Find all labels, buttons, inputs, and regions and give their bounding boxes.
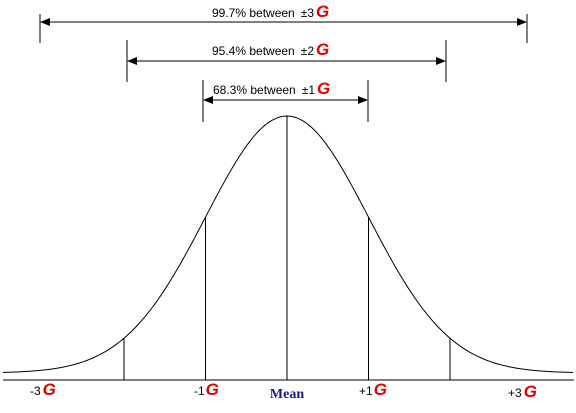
sigma-symbol: G: [524, 382, 537, 401]
mean-label: Mean: [270, 387, 304, 402]
tick-plus-3-sigma: +3 G: [508, 382, 537, 401]
range-2-sigma: 95.4% between ±2 G: [126, 40, 447, 82]
sigma-symbol: G: [206, 380, 219, 399]
range-1-sigma: 68.3% between ±1 G: [202, 79, 369, 122]
sigma-symbol: G: [43, 380, 56, 399]
tick-plus-1-sigma: +1G: [359, 380, 387, 399]
range-3-label: 99.7% between ±3 G: [212, 2, 329, 21]
range-2-label: 95.4% between ±2 G: [212, 40, 329, 59]
tick-minus-1-sigma: -1G: [194, 380, 219, 399]
sigma-symbol: G: [317, 79, 330, 98]
range-1-label: 68.3% between ±1 G: [213, 79, 330, 98]
sigma-symbol: G: [374, 380, 387, 399]
sigma-symbol: G: [316, 40, 329, 59]
bell-curve: [2, 115, 574, 373]
sigma-symbol: G: [316, 2, 329, 21]
range-3-sigma: 99.7% between ±3 G: [39, 2, 528, 43]
tick-minus-3-sigma: -3 G: [30, 380, 56, 399]
